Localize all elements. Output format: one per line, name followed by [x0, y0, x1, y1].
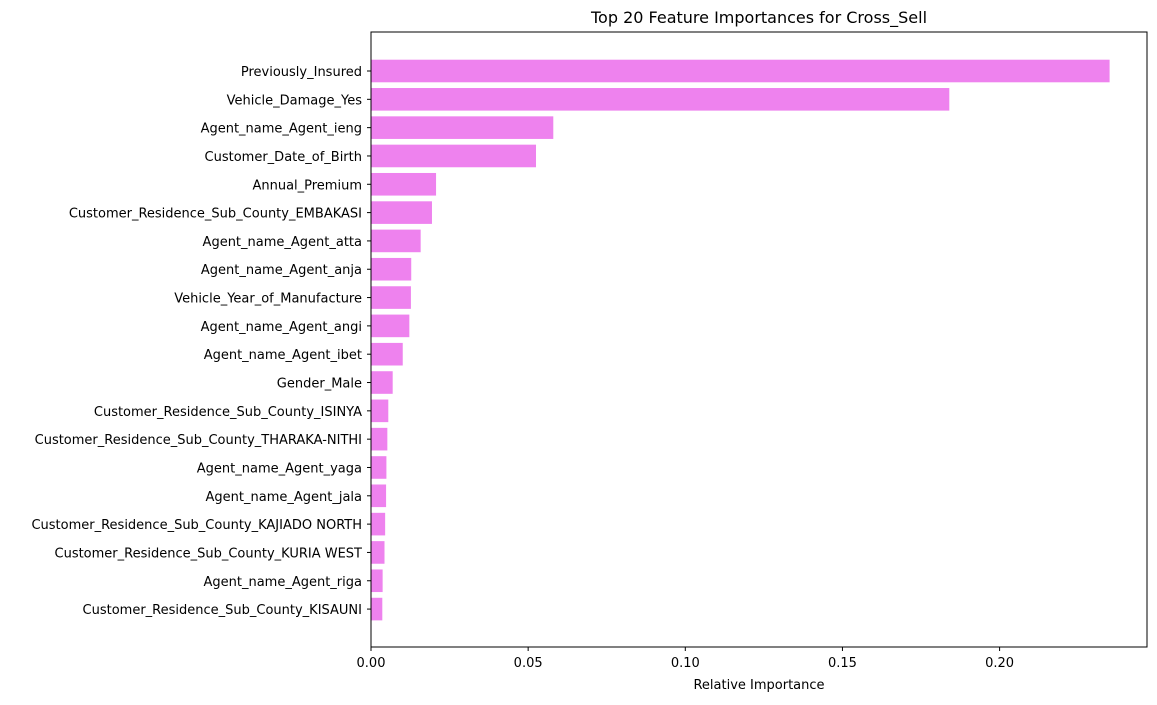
y-tick-label: Agent_name_Agent_ieng: [201, 122, 362, 137]
bar: [371, 59, 1110, 83]
x-tick-label: 0.00: [357, 656, 386, 671]
y-tick-label: Customer_Date_of_Birth: [205, 150, 362, 165]
bar: [371, 314, 410, 338]
y-tick-label: Agent_name_Agent_yaga: [197, 461, 362, 476]
bar: [371, 229, 421, 253]
x-tick-label: 0.20: [985, 656, 1014, 671]
bar: [371, 512, 386, 536]
y-tick-label: Annual_Premium: [252, 178, 362, 193]
y-tick-label: Agent_name_Agent_angi: [201, 320, 362, 335]
y-tick-label: Customer_Residence_Sub_County_ISINYA: [94, 405, 362, 420]
y-tick-label: Customer_Residence_Sub_County_THARAKA-NI…: [35, 433, 362, 448]
bar: [371, 456, 387, 479]
bar: [371, 399, 389, 423]
bar: [371, 342, 403, 366]
x-axis-ticks: 0.00 0.05 0.10 0.15 0.20: [357, 647, 1014, 671]
y-tick-label: Agent_name_Agent_anja: [201, 263, 362, 278]
bars-layer: [371, 59, 1110, 621]
bar: [371, 541, 385, 564]
y-tick-label: Gender_Male: [277, 377, 362, 392]
y-tick-labels: Previously_Insured Vehicle_Damage_Yes Agen…: [31, 65, 371, 618]
y-tick-label: Agent_name_Agent_jala: [206, 490, 362, 505]
y-tick-label: Customer_Residence_Sub_County_KISAUNI: [83, 603, 362, 618]
bar: [371, 569, 383, 593]
bar: [371, 427, 388, 451]
y-tick-label: Agent_name_Agent_atta: [203, 235, 362, 250]
bar: [371, 88, 950, 111]
bar: [371, 144, 537, 168]
x-tick-label: 0.15: [828, 656, 857, 671]
y-tick-label: Vehicle_Year_of_Manufacture: [174, 292, 362, 307]
y-tick-label: Agent_name_Agent_riga: [203, 575, 362, 590]
bar: [371, 172, 437, 196]
bar: [371, 201, 432, 224]
bar: [371, 484, 387, 508]
y-tick-label: Vehicle_Damage_Yes: [227, 93, 363, 108]
x-tick-label: 0.05: [514, 656, 543, 671]
x-axis-label: Relative Importance: [693, 678, 824, 693]
bar: [371, 286, 411, 309]
chart-title: Top 20 Feature Importances for Cross_Sel…: [590, 8, 927, 28]
bar: [371, 597, 383, 621]
plot-frame: [370, 31, 1148, 648]
bar: [371, 257, 412, 281]
y-tick-label: Customer_Residence_Sub_County_EMBAKASI: [69, 207, 362, 222]
bar: [371, 371, 393, 394]
x-tick-label: 0.10: [671, 656, 700, 671]
bar: [371, 116, 554, 139]
y-tick-label: Customer_Residence_Sub_County_KURIA WEST: [55, 546, 363, 561]
y-tick-label: Agent_name_Agent_ibet: [204, 348, 362, 363]
y-tick-label: Previously_Insured: [241, 65, 362, 80]
y-tick-label: Customer_Residence_Sub_County_KAJIADO NO…: [31, 518, 362, 533]
